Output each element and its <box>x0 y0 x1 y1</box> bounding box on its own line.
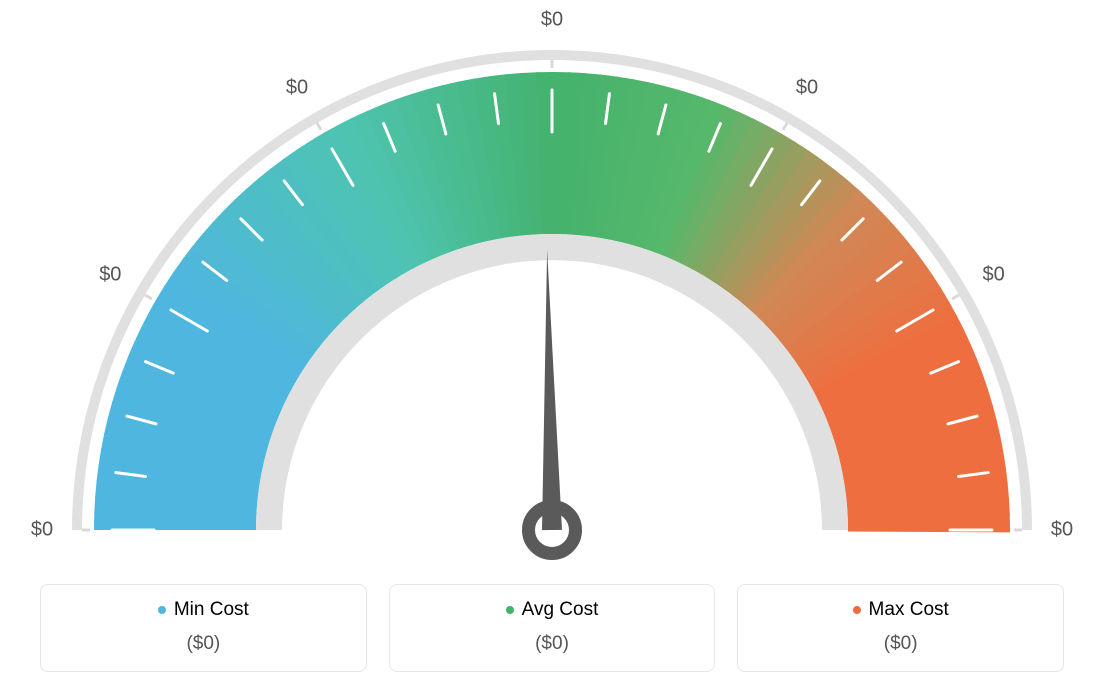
gauge-scale-label: $0 <box>796 77 818 100</box>
legend-label-avg: Avg Cost <box>522 599 599 621</box>
legend-row: Min Cost ($0) Avg Cost ($0) Max Cost ($0… <box>40 584 1064 672</box>
gauge-svg <box>0 0 1104 560</box>
gauge-scale-label: $0 <box>99 264 121 287</box>
legend-dot-max <box>853 606 861 614</box>
gauge-scale-label: $0 <box>1051 519 1073 542</box>
gauge-scale-label: $0 <box>541 9 563 32</box>
legend-card-min: Min Cost ($0) <box>40 584 367 672</box>
legend-title-max: Max Cost <box>853 599 949 621</box>
legend-card-avg: Avg Cost ($0) <box>389 584 716 672</box>
legend-value-min: ($0) <box>51 633 356 655</box>
legend-card-max: Max Cost ($0) <box>737 584 1064 672</box>
legend-title-min: Min Cost <box>158 599 249 621</box>
legend-title-avg: Avg Cost <box>506 599 599 621</box>
gauge-chart: $0 $0 $0 $0 $0 $0 $0 <box>0 0 1104 560</box>
legend-dot-min <box>158 606 166 614</box>
legend-dot-avg <box>506 606 514 614</box>
legend-value-avg: ($0) <box>400 633 705 655</box>
legend-value-max: ($0) <box>748 633 1053 655</box>
gauge-scale-label: $0 <box>286 77 308 100</box>
legend-label-min: Min Cost <box>174 599 249 621</box>
legend-label-max: Max Cost <box>869 599 949 621</box>
gauge-scale-label: $0 <box>983 264 1005 287</box>
gauge-scale-label: $0 <box>31 519 53 542</box>
